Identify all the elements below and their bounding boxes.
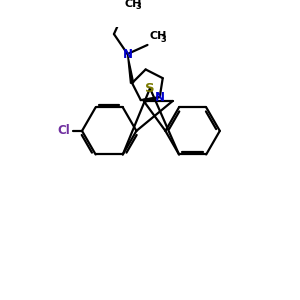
Text: CH: CH [125,0,142,9]
Polygon shape [143,97,160,103]
Text: 3: 3 [160,35,166,44]
Text: 3: 3 [136,2,141,11]
Polygon shape [128,54,134,83]
Text: N: N [155,91,165,103]
Text: CH: CH [149,31,167,41]
Text: S: S [145,82,155,95]
Text: Cl: Cl [58,124,70,137]
Text: N: N [122,47,133,61]
